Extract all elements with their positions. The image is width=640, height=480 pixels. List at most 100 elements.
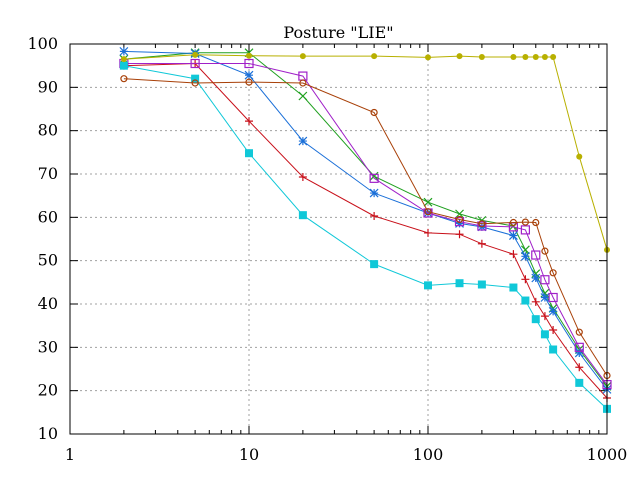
series-line	[123, 63, 608, 385]
x-tick-label: 1000	[587, 445, 628, 464]
data-point-square-filled	[424, 281, 432, 290]
data-point-square-filled	[540, 330, 549, 339]
data-point-square-open	[244, 58, 254, 69]
data-point-asterisk	[520, 251, 530, 261]
data-point-square-filled	[521, 296, 530, 305]
data-point-circle-filled	[478, 54, 485, 60]
y-tick-label: 40	[38, 294, 58, 313]
data-point-x	[369, 171, 379, 181]
data-point-x	[298, 91, 308, 101]
data-point-asterisk	[119, 46, 129, 56]
data-point-circle-filled	[510, 54, 517, 60]
data-point-plus	[455, 230, 464, 239]
data-point-circle-open	[370, 108, 378, 117]
series-5	[119, 61, 611, 413]
data-point-square-filled	[509, 283, 518, 292]
data-point-plus	[521, 275, 530, 284]
data-point-asterisk	[540, 293, 550, 302]
data-point-circle-filled	[299, 53, 306, 60]
series-4	[119, 58, 612, 390]
data-point-plus	[370, 212, 379, 221]
data-point-plus	[531, 297, 540, 306]
data-point-asterisk	[531, 273, 541, 283]
data-point-square-filled	[455, 279, 464, 288]
data-point-circle-open	[299, 79, 307, 87]
y-tick-label: 70	[38, 164, 58, 183]
series-6	[120, 75, 611, 380]
data-point-circle-open	[549, 269, 557, 277]
data-point-square-filled	[477, 280, 486, 289]
data-point-circle-filled	[371, 53, 378, 60]
y-tick-label: 10	[38, 424, 58, 443]
data-point-plus	[298, 173, 307, 182]
data-point-asterisk	[244, 70, 254, 80]
series-group	[119, 46, 612, 413]
data-point-square-open	[477, 221, 487, 231]
data-point-plus	[540, 312, 549, 321]
data-point-circle-filled	[532, 54, 539, 60]
y-tick-label: 20	[38, 381, 58, 400]
data-point-square-filled	[370, 260, 379, 269]
data-point-square-open	[454, 217, 465, 227]
data-point-x	[540, 288, 550, 298]
data-point-square-open	[369, 173, 379, 183]
grid	[70, 44, 607, 434]
data-point-circle-open	[521, 218, 529, 226]
data-point-circle-filled	[541, 54, 548, 60]
data-point-circle-filled	[550, 54, 557, 60]
y-tick-label: 30	[38, 337, 58, 356]
data-point-circle-open	[455, 215, 464, 224]
data-point-x	[531, 269, 541, 279]
data-point-square-filled	[531, 315, 540, 324]
data-point-x	[423, 197, 433, 207]
y-tick-label: 50	[38, 251, 58, 270]
x-tick-label: 10	[239, 445, 259, 464]
y-tick-label: 100	[27, 34, 58, 53]
data-point-circle-filled	[456, 53, 463, 60]
series-1	[119, 59, 611, 403]
data-point-circle-open	[120, 75, 128, 83]
data-point-circle-open	[191, 79, 199, 87]
chart-title: Posture "LIE"	[283, 23, 393, 42]
data-point-square-filled	[298, 211, 307, 220]
data-point-circle-filled	[192, 51, 199, 58]
data-point-plus	[509, 250, 518, 259]
data-point-plus	[424, 228, 432, 237]
data-point-square-filled	[119, 61, 128, 70]
data-point-plus	[575, 363, 584, 372]
data-point-circle-open	[575, 328, 583, 336]
data-point-circle-open	[424, 208, 432, 216]
data-point-circle-open	[478, 220, 486, 228]
data-point-square-open	[574, 342, 584, 352]
data-point-asterisk	[548, 306, 558, 316]
data-point-square-open	[520, 225, 530, 235]
data-point-asterisk	[369, 188, 379, 198]
x-tick-label: 1	[65, 445, 75, 464]
data-point-circle-open	[245, 78, 253, 86]
data-point-circle-filled	[120, 56, 127, 63]
data-point-asterisk	[455, 218, 464, 228]
data-point-circle-open	[541, 247, 549, 255]
y-tick-label: 90	[38, 77, 58, 96]
y-tick-label: 60	[38, 207, 58, 226]
series-7	[120, 51, 610, 253]
data-point-square-open	[548, 292, 558, 303]
data-point-circle-filled	[522, 54, 529, 60]
data-point-square-filled	[191, 74, 200, 83]
plot-frame	[69, 43, 608, 435]
x-tick-label: 100	[413, 445, 444, 464]
data-point-square-open	[531, 250, 541, 260]
data-point-circle-filled	[425, 54, 431, 61]
data-point-plus	[245, 117, 253, 126]
series-line	[123, 54, 608, 250]
data-point-circle-open	[532, 218, 540, 227]
data-point-square-filled	[575, 378, 584, 387]
y-tick-label: 80	[38, 121, 58, 140]
data-point-square-filled	[245, 149, 253, 158]
data-point-circle-open	[509, 218, 518, 227]
data-point-asterisk	[508, 231, 518, 240]
data-point-asterisk	[574, 348, 584, 358]
